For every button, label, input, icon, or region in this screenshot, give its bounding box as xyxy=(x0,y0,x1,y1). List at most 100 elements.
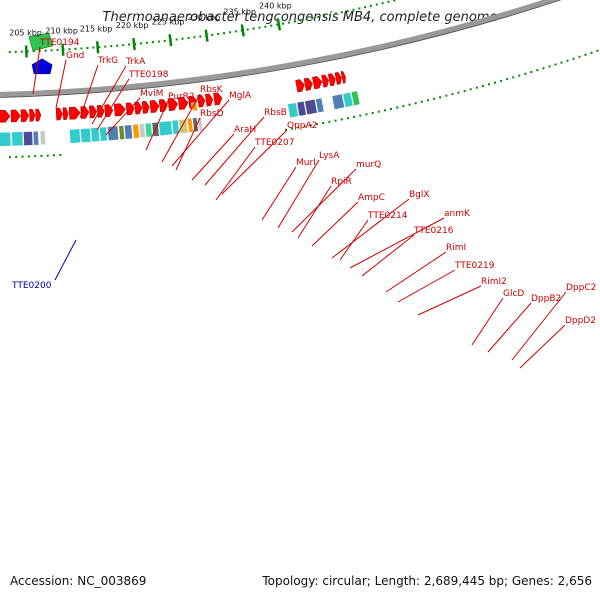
gene-category-block xyxy=(132,123,140,139)
gene-label: RimI2 xyxy=(481,277,507,287)
tick-dot xyxy=(92,46,95,49)
tick-dot xyxy=(26,50,29,53)
tick-dot xyxy=(340,118,343,121)
tick-dot xyxy=(175,38,178,41)
major-tick xyxy=(132,37,136,51)
gene-label: DppB2 xyxy=(531,294,561,304)
label-leader-line xyxy=(331,198,410,259)
gene-category-block xyxy=(11,131,24,147)
kbp-label: 230 kbp xyxy=(188,13,221,22)
kbp-label: 225 kbp xyxy=(152,17,185,26)
gene-category-block xyxy=(39,130,47,146)
forward-gene-arrow xyxy=(68,106,81,120)
gene-category-block xyxy=(158,120,173,137)
forward-gene-arrow xyxy=(177,96,189,110)
tick-dot xyxy=(475,86,478,89)
kbp-label: 210 kbp xyxy=(45,27,78,36)
tick-dot xyxy=(291,127,294,130)
tick-dot xyxy=(246,28,249,31)
label-leader-line xyxy=(291,168,357,233)
forward-gene-arrow xyxy=(197,94,206,108)
tick-dot xyxy=(34,155,37,158)
tick-dot xyxy=(371,112,374,115)
backbone-layer xyxy=(0,0,562,98)
forward-gene-arrow xyxy=(303,77,313,91)
tick-dot xyxy=(584,53,587,56)
major-tick xyxy=(240,24,245,37)
tick-dot xyxy=(445,94,448,97)
gene-label: RbsD xyxy=(200,109,224,119)
tick-dot xyxy=(317,16,320,19)
gene-label: anmK xyxy=(444,209,471,219)
tick-dot xyxy=(377,110,380,113)
tick-dot xyxy=(80,47,83,50)
tick-dot xyxy=(116,44,119,47)
gene-label: AmpC xyxy=(358,193,385,203)
label-leader-line xyxy=(417,285,482,316)
gene-category-block xyxy=(191,102,198,112)
forward-gene-arrow xyxy=(149,100,160,113)
forward-gene-arrow xyxy=(334,71,342,85)
tick-dot xyxy=(46,154,49,157)
tick-dot xyxy=(157,40,160,43)
gene-category-block xyxy=(144,122,153,138)
tick-dot xyxy=(530,70,533,73)
label-leader-line xyxy=(339,219,369,261)
gene-category-block xyxy=(178,118,189,135)
gene-label: MglA xyxy=(229,91,252,101)
tick-dot xyxy=(352,8,355,11)
gene-category-block xyxy=(304,98,318,116)
gene-label: murQ xyxy=(356,160,381,170)
gene-category-block xyxy=(331,93,346,110)
tick-dot xyxy=(396,106,399,109)
tick-layer xyxy=(8,0,599,159)
label-leader-line xyxy=(361,234,415,277)
tick-dot xyxy=(506,78,509,81)
forward-gene-arrow xyxy=(0,109,11,123)
tick-dot xyxy=(315,123,318,126)
tick-dot xyxy=(542,67,545,70)
tick-dot xyxy=(346,9,349,12)
tick-dot xyxy=(68,48,71,51)
forward-gene-arrow xyxy=(88,105,98,119)
tick-dot xyxy=(408,103,411,106)
gene-label: TTE0219 xyxy=(454,261,495,271)
forward-gene-arrow xyxy=(167,98,179,112)
gene-label: Gnd xyxy=(66,51,84,61)
tick-dot xyxy=(297,126,300,129)
tick-dot xyxy=(387,0,390,3)
tick-dot xyxy=(566,59,569,62)
label-leader-line xyxy=(55,59,67,109)
gene-category-block xyxy=(80,127,92,143)
tick-dot xyxy=(74,47,77,50)
tick-dot xyxy=(20,50,23,53)
tick-dot xyxy=(270,24,273,27)
map-title: Thermoanaerobacter tengcongensis MB4, co… xyxy=(102,10,498,25)
tick-dot xyxy=(309,124,312,127)
gene-category-block xyxy=(138,123,146,139)
tick-dot xyxy=(199,35,202,38)
tick-dot xyxy=(393,0,396,2)
feature-layer xyxy=(0,32,361,147)
gene-category-block xyxy=(90,127,101,143)
tick-dot xyxy=(426,99,429,102)
label-leader-line xyxy=(471,297,504,346)
tick-dot xyxy=(518,74,521,77)
label-leader-line xyxy=(311,201,359,247)
kbp-label: 235 kbp xyxy=(223,8,256,17)
label-leader-line xyxy=(349,217,445,269)
genome-backbone-edge xyxy=(0,0,562,98)
tick-dot xyxy=(353,115,356,118)
tick-dot xyxy=(234,30,237,33)
gene-label: RbsK xyxy=(200,85,224,95)
forward-gene-arrow xyxy=(295,79,305,93)
tick-dot xyxy=(375,3,378,6)
tick-dot xyxy=(512,76,515,79)
forward-gene-arrow xyxy=(312,76,323,90)
tick-dot xyxy=(56,48,59,51)
tick-dot xyxy=(554,63,557,66)
tick-dot xyxy=(346,117,349,120)
label-leader-line xyxy=(487,302,532,353)
tick-dot xyxy=(258,26,261,29)
tick-dot xyxy=(572,57,575,60)
